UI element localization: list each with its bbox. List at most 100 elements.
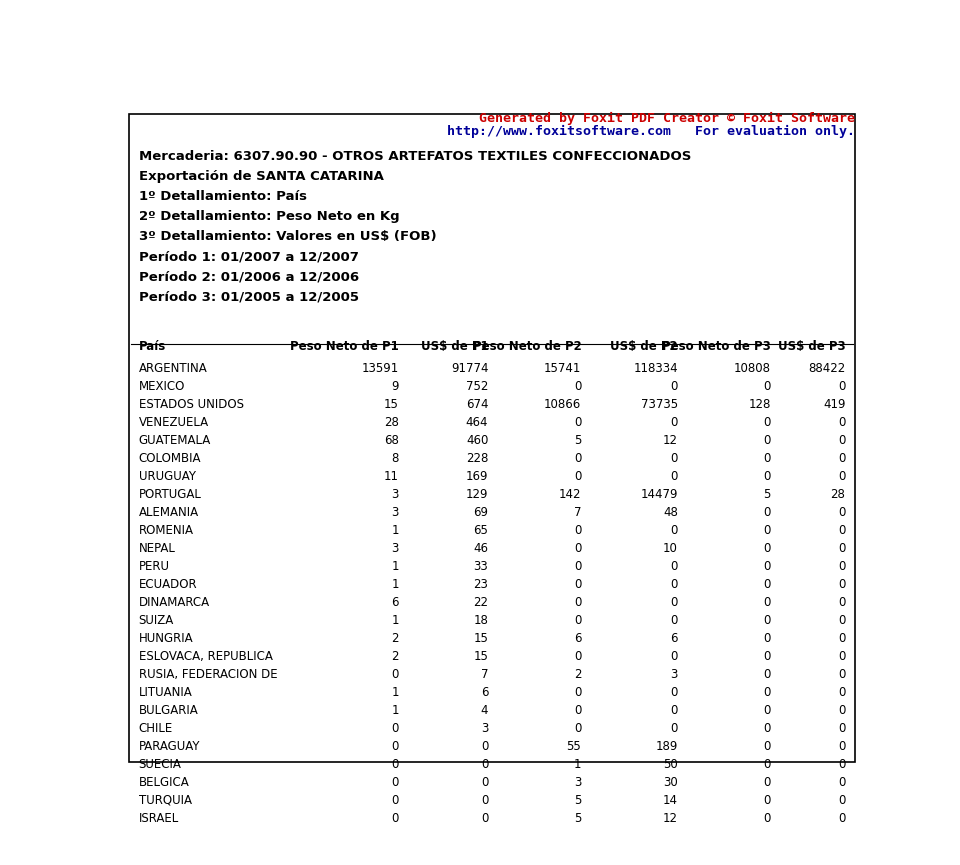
Text: BULGARIA: BULGARIA — [138, 704, 199, 717]
Text: 22: 22 — [473, 596, 489, 609]
Text: 55: 55 — [566, 740, 581, 753]
Text: 28: 28 — [830, 488, 846, 501]
Text: 5: 5 — [574, 434, 581, 447]
Text: 0: 0 — [481, 812, 489, 825]
Text: 12: 12 — [663, 434, 678, 447]
Text: 6: 6 — [574, 632, 581, 645]
Text: 5: 5 — [574, 812, 581, 825]
Text: 13591: 13591 — [362, 362, 399, 375]
Text: 0: 0 — [838, 776, 846, 789]
Text: ROMENIA: ROMENIA — [138, 524, 194, 537]
Text: 3: 3 — [671, 668, 678, 681]
Text: 1: 1 — [574, 758, 581, 771]
Text: 0: 0 — [838, 686, 846, 699]
Text: 3: 3 — [392, 506, 399, 519]
Text: 0: 0 — [763, 686, 771, 699]
Text: 0: 0 — [574, 471, 581, 484]
Text: COLOMBIA: COLOMBIA — [138, 452, 201, 465]
Text: 1: 1 — [392, 614, 399, 627]
Text: 10866: 10866 — [544, 398, 581, 411]
Text: 12: 12 — [663, 812, 678, 825]
Text: 0: 0 — [838, 650, 846, 663]
Text: 0: 0 — [763, 542, 771, 555]
Text: 0: 0 — [763, 471, 771, 484]
Text: 48: 48 — [663, 506, 678, 519]
Text: 73735: 73735 — [641, 398, 678, 411]
Text: 0: 0 — [763, 776, 771, 789]
Text: 91774: 91774 — [451, 362, 489, 375]
Text: 28: 28 — [384, 416, 399, 429]
Text: 0: 0 — [838, 614, 846, 627]
Text: http://www.foxitsoftware.com   For evaluation only.: http://www.foxitsoftware.com For evaluat… — [447, 125, 855, 138]
Text: 0: 0 — [763, 704, 771, 717]
Text: Peso Neto de P2: Peso Neto de P2 — [472, 340, 581, 353]
Text: 0: 0 — [838, 416, 846, 429]
Text: 5: 5 — [574, 794, 581, 807]
Text: 0: 0 — [763, 794, 771, 807]
Text: 18: 18 — [473, 614, 489, 627]
Text: MEXICO: MEXICO — [138, 381, 185, 394]
Text: 0: 0 — [763, 632, 771, 645]
Text: 3: 3 — [392, 488, 399, 501]
Text: 3: 3 — [481, 722, 489, 735]
Text: 0: 0 — [392, 668, 399, 681]
Text: 14: 14 — [663, 794, 678, 807]
Text: Peso Neto de P1: Peso Neto de P1 — [290, 340, 399, 353]
Text: 460: 460 — [466, 434, 489, 447]
Text: 0: 0 — [838, 560, 846, 573]
Text: 228: 228 — [466, 452, 489, 465]
Text: 674: 674 — [466, 398, 489, 411]
Text: 128: 128 — [749, 398, 771, 411]
Text: 0: 0 — [574, 704, 581, 717]
Text: 142: 142 — [559, 488, 581, 501]
Text: 3º Detallamiento: Valores en US$ (FOB): 3º Detallamiento: Valores en US$ (FOB) — [138, 230, 436, 243]
Text: 1: 1 — [392, 524, 399, 537]
Text: 0: 0 — [763, 668, 771, 681]
Text: 0: 0 — [671, 704, 678, 717]
Text: 14479: 14479 — [640, 488, 678, 501]
Text: 15: 15 — [384, 398, 399, 411]
Text: 0: 0 — [574, 381, 581, 394]
Text: LITUANIA: LITUANIA — [138, 686, 192, 699]
Text: 33: 33 — [473, 560, 489, 573]
Text: 0: 0 — [838, 758, 846, 771]
Text: 6: 6 — [481, 686, 489, 699]
Text: 0: 0 — [574, 722, 581, 735]
Text: 0: 0 — [574, 524, 581, 537]
Text: 0: 0 — [838, 381, 846, 394]
Text: 0: 0 — [763, 614, 771, 627]
Text: 0: 0 — [671, 686, 678, 699]
Text: 0: 0 — [574, 578, 581, 591]
Text: 0: 0 — [838, 434, 846, 447]
Text: 3: 3 — [574, 776, 581, 789]
Text: 2: 2 — [574, 668, 581, 681]
Text: URUGUAY: URUGUAY — [138, 471, 196, 484]
Text: Período 2: 01/2006 a 12/2006: Período 2: 01/2006 a 12/2006 — [138, 270, 359, 284]
Text: 0: 0 — [838, 668, 846, 681]
Text: 0: 0 — [392, 794, 399, 807]
Text: 0: 0 — [671, 452, 678, 465]
Text: 169: 169 — [466, 471, 489, 484]
Text: ESTADOS UNIDOS: ESTADOS UNIDOS — [138, 398, 244, 411]
Text: 15741: 15741 — [544, 362, 581, 375]
Text: Período 3: 01/2005 a 12/2005: Período 3: 01/2005 a 12/2005 — [138, 291, 359, 304]
Text: 0: 0 — [671, 381, 678, 394]
Text: 50: 50 — [663, 758, 678, 771]
Text: 0: 0 — [763, 416, 771, 429]
Text: HUNGRIA: HUNGRIA — [138, 632, 193, 645]
Text: 15: 15 — [473, 650, 489, 663]
Text: CHILE: CHILE — [138, 722, 173, 735]
Text: US$ de P2: US$ de P2 — [611, 340, 678, 353]
Text: 0: 0 — [763, 560, 771, 573]
Text: 0: 0 — [838, 722, 846, 735]
Text: Mercaderia: 6307.90.90 - OTROS ARTEFATOS TEXTILES CONFECCIONADOS: Mercaderia: 6307.90.90 - OTROS ARTEFATOS… — [138, 151, 691, 163]
Text: 0: 0 — [671, 560, 678, 573]
Text: Generated by Foxit PDF Creator © Foxit Software: Generated by Foxit PDF Creator © Foxit S… — [479, 112, 855, 125]
Text: SUIZA: SUIZA — [138, 614, 174, 627]
Text: 0: 0 — [838, 812, 846, 825]
Text: 0: 0 — [574, 686, 581, 699]
Text: NEPAL: NEPAL — [138, 542, 176, 555]
Text: 68: 68 — [384, 434, 399, 447]
Text: ECUADOR: ECUADOR — [138, 578, 197, 591]
Text: 3: 3 — [392, 542, 399, 555]
